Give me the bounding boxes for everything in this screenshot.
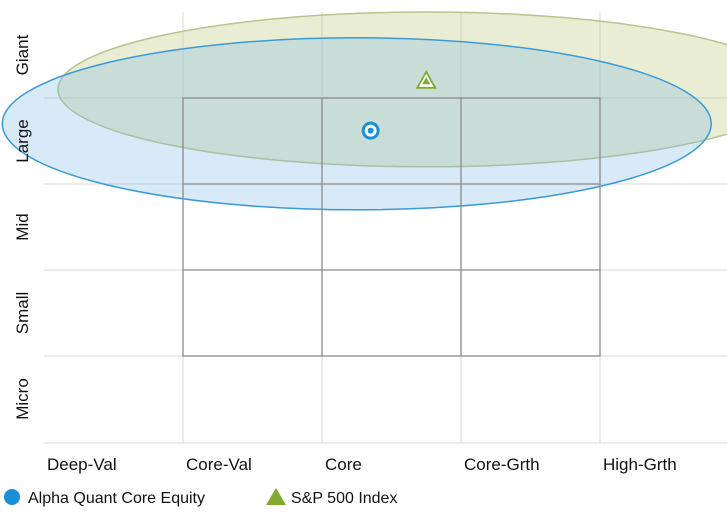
y-axis-label-large: Large bbox=[13, 119, 32, 162]
y-axis-label-small: Small bbox=[13, 292, 32, 335]
x-axis-label-core-grth: Core-Grth bbox=[464, 455, 540, 474]
y-axis-label-micro: Micro bbox=[13, 378, 32, 420]
x-axis-label-core-val: Core-Val bbox=[186, 455, 252, 474]
x-axis-label-deep-val: Deep-Val bbox=[47, 455, 117, 474]
fund-marker-dot bbox=[368, 128, 374, 134]
y-axis-label-giant: Giant bbox=[13, 34, 32, 75]
legend-fund-label: Alpha Quant Core Equity bbox=[28, 490, 205, 507]
x-axis-label-core: Core bbox=[325, 455, 362, 474]
legend-index-label: S&P 500 Index bbox=[291, 490, 397, 507]
x-axis-label-high-grth: High-Grth bbox=[603, 455, 677, 474]
legend-fund-icon bbox=[4, 489, 20, 505]
y-axis-label-mid: Mid bbox=[13, 213, 32, 240]
legend-layer: Alpha Quant Core Equity S&P 500 Index bbox=[4, 488, 397, 507]
